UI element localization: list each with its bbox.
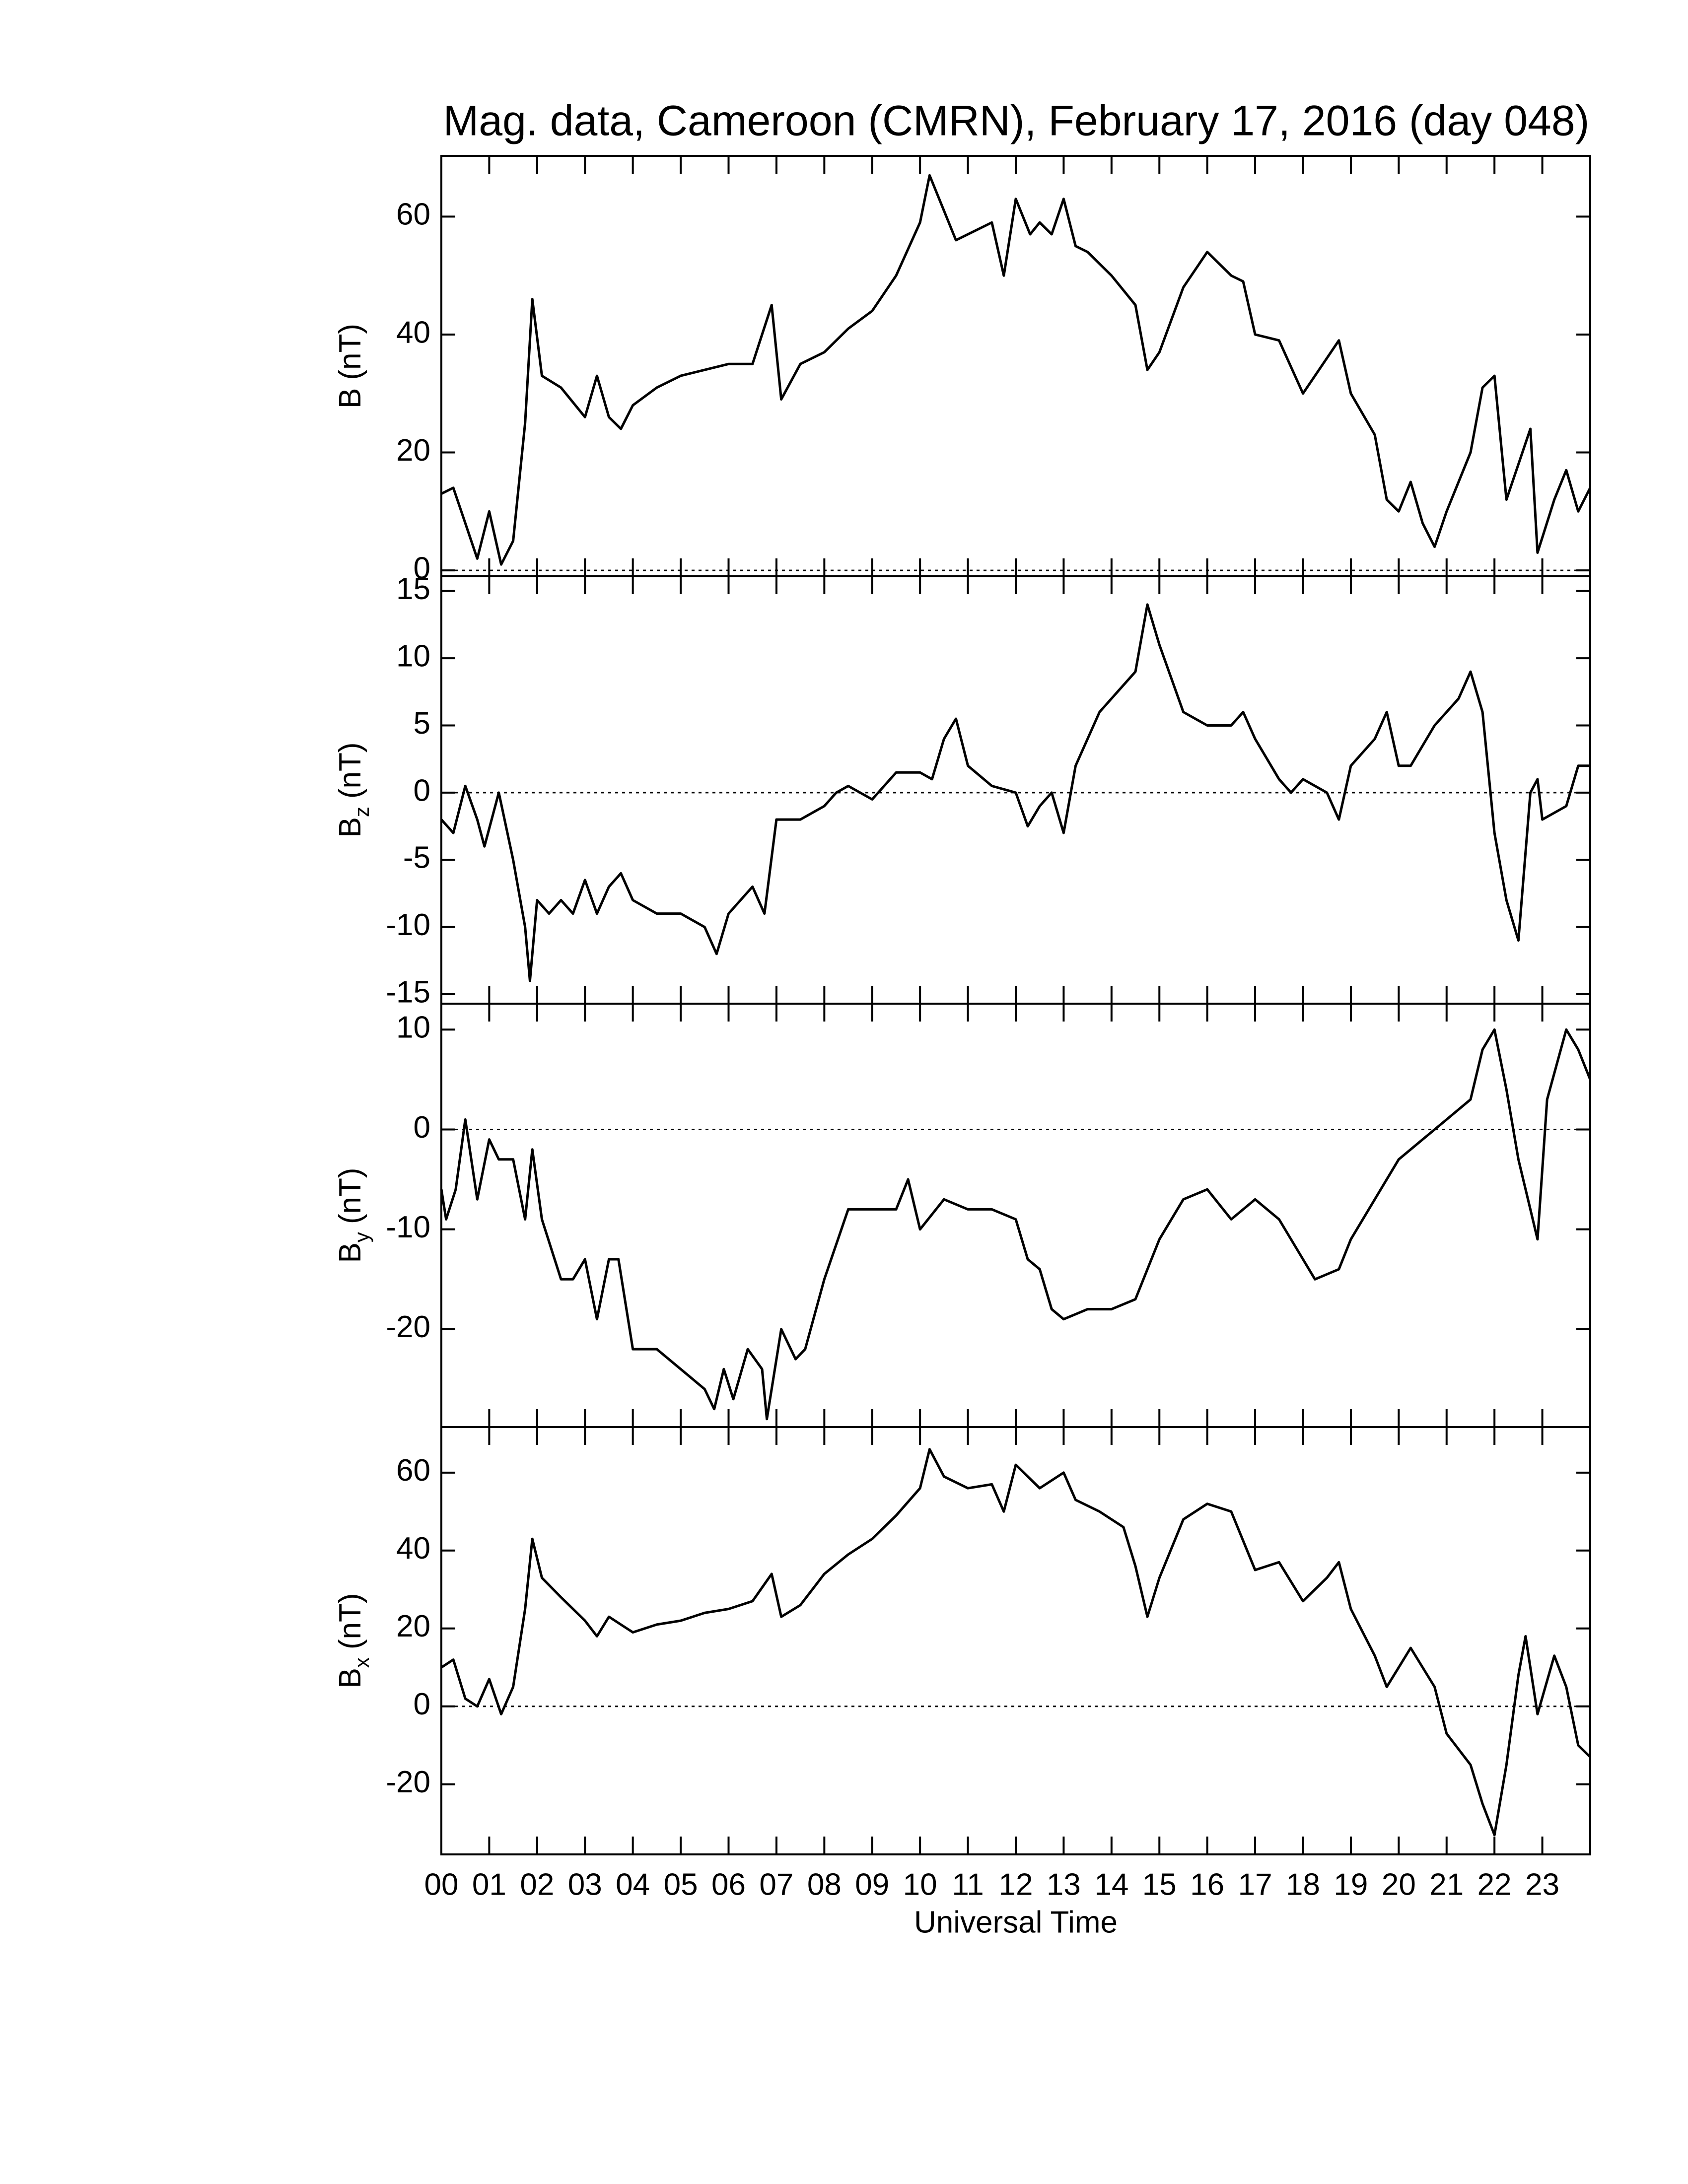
y-tick-label: -15 [386,975,430,1009]
y-tick-label: 0 [414,1687,430,1721]
plot-frame [440,575,1591,1005]
x-tick-label: 18 [1286,1867,1320,1902]
x-tick-label: 16 [1190,1867,1224,1902]
x-tick-label: 23 [1525,1867,1559,1902]
y-tick-label: -10 [386,908,430,942]
x-tick-label: 04 [616,1867,650,1902]
x-tick-label: 17 [1238,1867,1272,1902]
y-tick-label: 5 [414,706,430,741]
y-axis-label: Bz (nT) [333,742,373,837]
y-tick-label: -20 [386,1310,430,1344]
y-tick-label: 40 [396,1531,430,1566]
x-tick-label: 01 [472,1867,506,1902]
chart-title: Mag. data, Cameroon (CMRN), February 17,… [443,97,1590,145]
data-line [440,174,1592,566]
y-label-subscript: z [350,807,373,817]
x-tick-label: 07 [759,1867,793,1902]
x-tick-label: 00 [424,1867,459,1902]
x-tick-label: 13 [1047,1867,1081,1902]
y-tick-label: 0 [414,551,430,585]
y-label-symbol: B [333,817,367,837]
y-tick-label: 40 [396,315,430,349]
y-tick-label: 60 [396,1453,430,1488]
x-tick-label: 12 [999,1867,1033,1902]
y-tick-label: 15 [396,572,430,606]
y-tick-label: 0 [414,773,430,808]
y-label-unit: (nT) [333,742,367,799]
y-label-subscript: x [350,1657,373,1668]
data-line [440,1028,1592,1421]
x-tick-label: 08 [807,1867,842,1902]
y-tick-label: -20 [386,1765,430,1799]
y-tick-label: 0 [414,1110,430,1145]
y-tick-label: -5 [403,841,430,875]
x-tick-label: 20 [1382,1867,1416,1902]
x-tick-label: 10 [903,1867,937,1902]
data-line [440,603,1590,982]
y-tick-label: 60 [396,198,430,232]
y-tick-label: 20 [396,433,430,468]
x-tick-label: 21 [1429,1867,1464,1902]
x-tick-label: 02 [520,1867,554,1902]
y-tick-label: 10 [396,639,430,674]
y-label-unit: (nT) [333,1593,367,1649]
y-tick-label: 20 [396,1609,430,1643]
x-tick-label: 22 [1477,1867,1512,1902]
x-tick-label: 11 [952,1867,984,1902]
y-label-subscript: y [350,1232,373,1242]
y-label-symbol: B [333,388,367,409]
y-tick-label: 10 [396,1011,430,1045]
y-axis-label: B (nT) [333,324,367,409]
plot-frame [440,1426,1591,1855]
y-label-unit: (nT) [333,324,367,380]
x-tick-label: 05 [664,1867,698,1902]
plot-frame [440,1003,1591,1428]
x-tick-label: 06 [711,1867,746,1902]
data-line [440,1448,1591,1837]
x-axis-label: Universal Time [914,1905,1118,1939]
y-label-symbol: B [333,1242,367,1263]
plot-frame [440,155,1591,577]
x-tick-label: 09 [855,1867,889,1902]
x-tick-label: 14 [1094,1867,1128,1902]
x-tick-label: 19 [1334,1867,1368,1902]
y-tick-label: -10 [386,1210,430,1244]
x-tick-label: 03 [568,1867,602,1902]
y-label-symbol: B [333,1668,367,1688]
x-tick-label: 15 [1142,1867,1177,1902]
y-label-unit: (nT) [333,1167,367,1224]
y-axis-label: By (nT) [333,1167,373,1263]
y-axis-label: Bx (nT) [333,1593,373,1688]
